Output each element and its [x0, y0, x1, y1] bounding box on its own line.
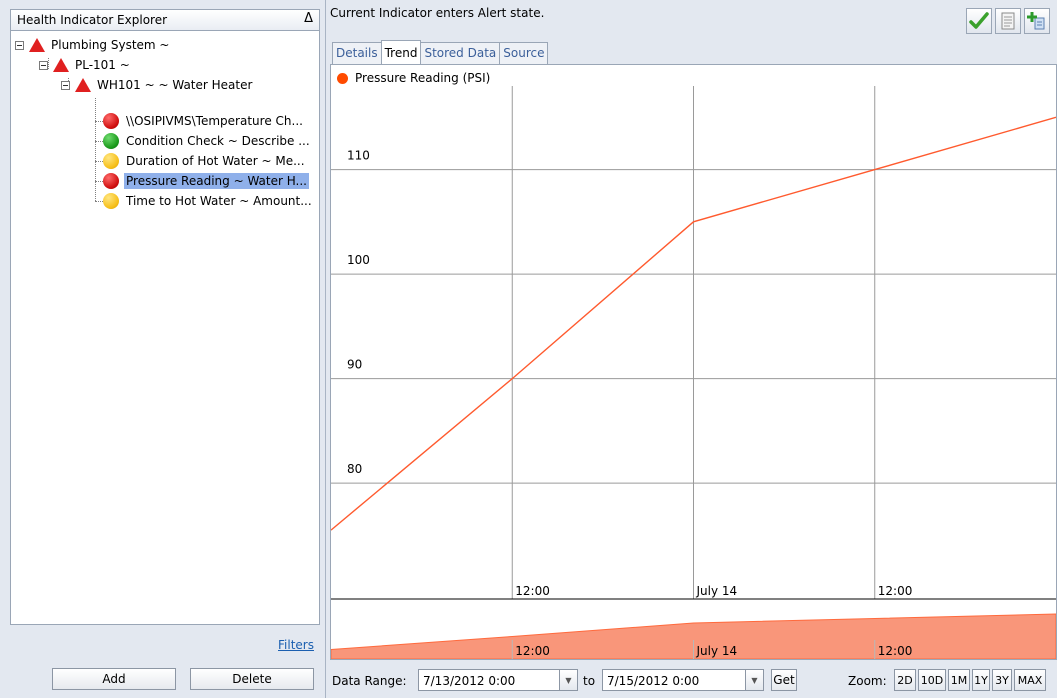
tree-connector	[95, 98, 96, 201]
zoom-1y-button[interactable]: 1Y	[972, 669, 990, 691]
tab-source[interactable]: Source	[499, 42, 549, 65]
tree-connector	[95, 181, 103, 182]
legend-label: Pressure Reading (PSI)	[355, 71, 491, 85]
chart-legend: Pressure Reading (PSI)	[337, 71, 490, 85]
tab-trend[interactable]: Trend	[380, 40, 422, 67]
checkmark-icon	[969, 12, 989, 29]
x-tick-label: July 14	[696, 584, 738, 598]
tree-connector	[95, 201, 103, 202]
tree-node-plumbing-system[interactable]: Plumbing System ~	[15, 35, 171, 55]
tree-node-temperature[interactable]: \\OSIPIVMS\Temperature Ch...	[103, 111, 305, 131]
add-button[interactable]: Add	[52, 668, 176, 690]
tree-node-pressure-reading[interactable]: Pressure Reading ~ Water H...	[103, 171, 309, 191]
chevron-down-icon[interactable]: ▼	[745, 670, 763, 690]
y-tick-label: 90	[347, 358, 362, 372]
add-node-icon	[1027, 12, 1045, 30]
add-node-button[interactable]	[1024, 8, 1050, 34]
explorer-title: Health Indicator Explorer	[17, 13, 168, 27]
detail-tabs: Details Trend Stored Data Source	[332, 40, 549, 67]
tree-node-duration-hot-water[interactable]: Duration of Hot Water ~ Me...	[103, 151, 307, 171]
tree-node-label: Duration of Hot Water ~ Me...	[126, 154, 305, 168]
yellow-circle-icon	[103, 193, 119, 209]
tree-node-label: Plumbing System ~	[51, 38, 170, 52]
checkmark-button[interactable]	[966, 8, 992, 34]
tree-node-label: Time to Hot Water ~ Amount...	[126, 194, 312, 208]
tree-node-label: PL-101 ~	[75, 58, 130, 72]
tree-node-label: WH101 ~ ~ Water Heater	[97, 78, 253, 92]
zoom-1m-button[interactable]: 1M	[948, 669, 970, 691]
trend-chart[interactable]: 110 100 90 80 12:00 July 14 12:00 12:00 July 14 1…	[331, 65, 1056, 659]
explorer-pane: Health Indicator Explorer Δ Plumbing Sys…	[0, 0, 326, 698]
tree-node-label: Condition Check ~ Describe ...	[126, 134, 310, 148]
y-tick-label: 80	[347, 462, 362, 476]
tree-node-label: Pressure Reading ~ Water H...	[124, 173, 309, 189]
get-button[interactable]: Get	[771, 669, 797, 691]
zoom-max-button[interactable]: MAX	[1014, 669, 1046, 691]
tab-details[interactable]: Details	[332, 42, 382, 65]
red-circle-icon	[103, 173, 119, 189]
collapse-node-icon[interactable]	[39, 60, 48, 70]
zoom-2d-button[interactable]: 2D	[894, 669, 916, 691]
tree-connector	[95, 161, 103, 162]
date-from-combo[interactable]: ▼	[418, 669, 578, 691]
red-circle-icon	[103, 113, 119, 129]
navigator-tick-label: July 14	[696, 644, 738, 658]
trend-chart-panel: 110 100 90 80 12:00 July 14 12:00 12:00 July 14 1…	[330, 64, 1057, 660]
red-triangle-icon	[53, 58, 69, 72]
tree-node-time-to-hot-water[interactable]: Time to Hot Water ~ Amount...	[103, 191, 314, 211]
tree-connector	[95, 141, 103, 142]
green-circle-icon	[103, 133, 119, 149]
collapse-node-icon[interactable]	[61, 80, 70, 90]
navigator-tick-label: 12:00	[878, 644, 913, 658]
tree-node-condition-check[interactable]: Condition Check ~ Describe ...	[103, 131, 312, 151]
date-to-input[interactable]	[605, 671, 739, 691]
y-tick-label: 100	[347, 253, 370, 267]
collapse-node-icon[interactable]	[15, 40, 24, 50]
tab-stored-data[interactable]: Stored Data	[420, 42, 501, 65]
y-tick-label: 110	[347, 149, 370, 163]
range-bar: Data Range: ▼ to ▼ Get Zoom: 2D 10D 1M 1…	[326, 660, 1057, 698]
to-label: to	[583, 674, 596, 688]
x-tick-label: 12:00	[515, 584, 550, 598]
filters-link[interactable]: Filters	[278, 638, 314, 652]
legend-marker-icon	[337, 72, 348, 84]
pressure-reading-series-line	[331, 116, 1056, 531]
tree-connector	[48, 58, 49, 69]
delete-button[interactable]: Delete	[190, 668, 314, 690]
explorer-header: Health Indicator Explorer Δ	[10, 9, 320, 31]
zoom-label: Zoom:	[848, 674, 887, 688]
red-triangle-icon	[75, 78, 91, 92]
tree-node-pl-101[interactable]: PL-101 ~	[39, 55, 132, 75]
indicator-detail-pane: Current Indicator enters Alert state. De…	[326, 0, 1057, 698]
indicator-tree: Plumbing System ~ PL-101 ~ WH101 ~ ~ Wat…	[10, 31, 320, 625]
date-to-combo[interactable]: ▼	[602, 669, 764, 691]
tree-node-label: \\OSIPIVMS\Temperature Ch...	[126, 114, 303, 128]
tree-node-wh101[interactable]: WH101 ~ ~ Water Heater	[61, 75, 254, 95]
collapse-icon[interactable]: Δ	[304, 11, 313, 26]
status-message: Current Indicator enters Alert state.	[330, 6, 545, 20]
red-triangle-icon	[29, 38, 45, 52]
date-from-input[interactable]	[421, 671, 555, 691]
notes-button[interactable]	[995, 8, 1021, 34]
tree-connector	[95, 121, 103, 122]
notes-icon	[1001, 12, 1015, 30]
zoom-10d-button[interactable]: 10D	[918, 669, 946, 691]
chevron-down-icon[interactable]: ▼	[559, 670, 577, 690]
zoom-3y-button[interactable]: 3Y	[992, 669, 1012, 691]
navigator-tick-label: 12:00	[515, 644, 550, 658]
x-tick-label: 12:00	[878, 584, 913, 598]
data-range-label: Data Range:	[332, 674, 407, 688]
yellow-circle-icon	[103, 153, 119, 169]
